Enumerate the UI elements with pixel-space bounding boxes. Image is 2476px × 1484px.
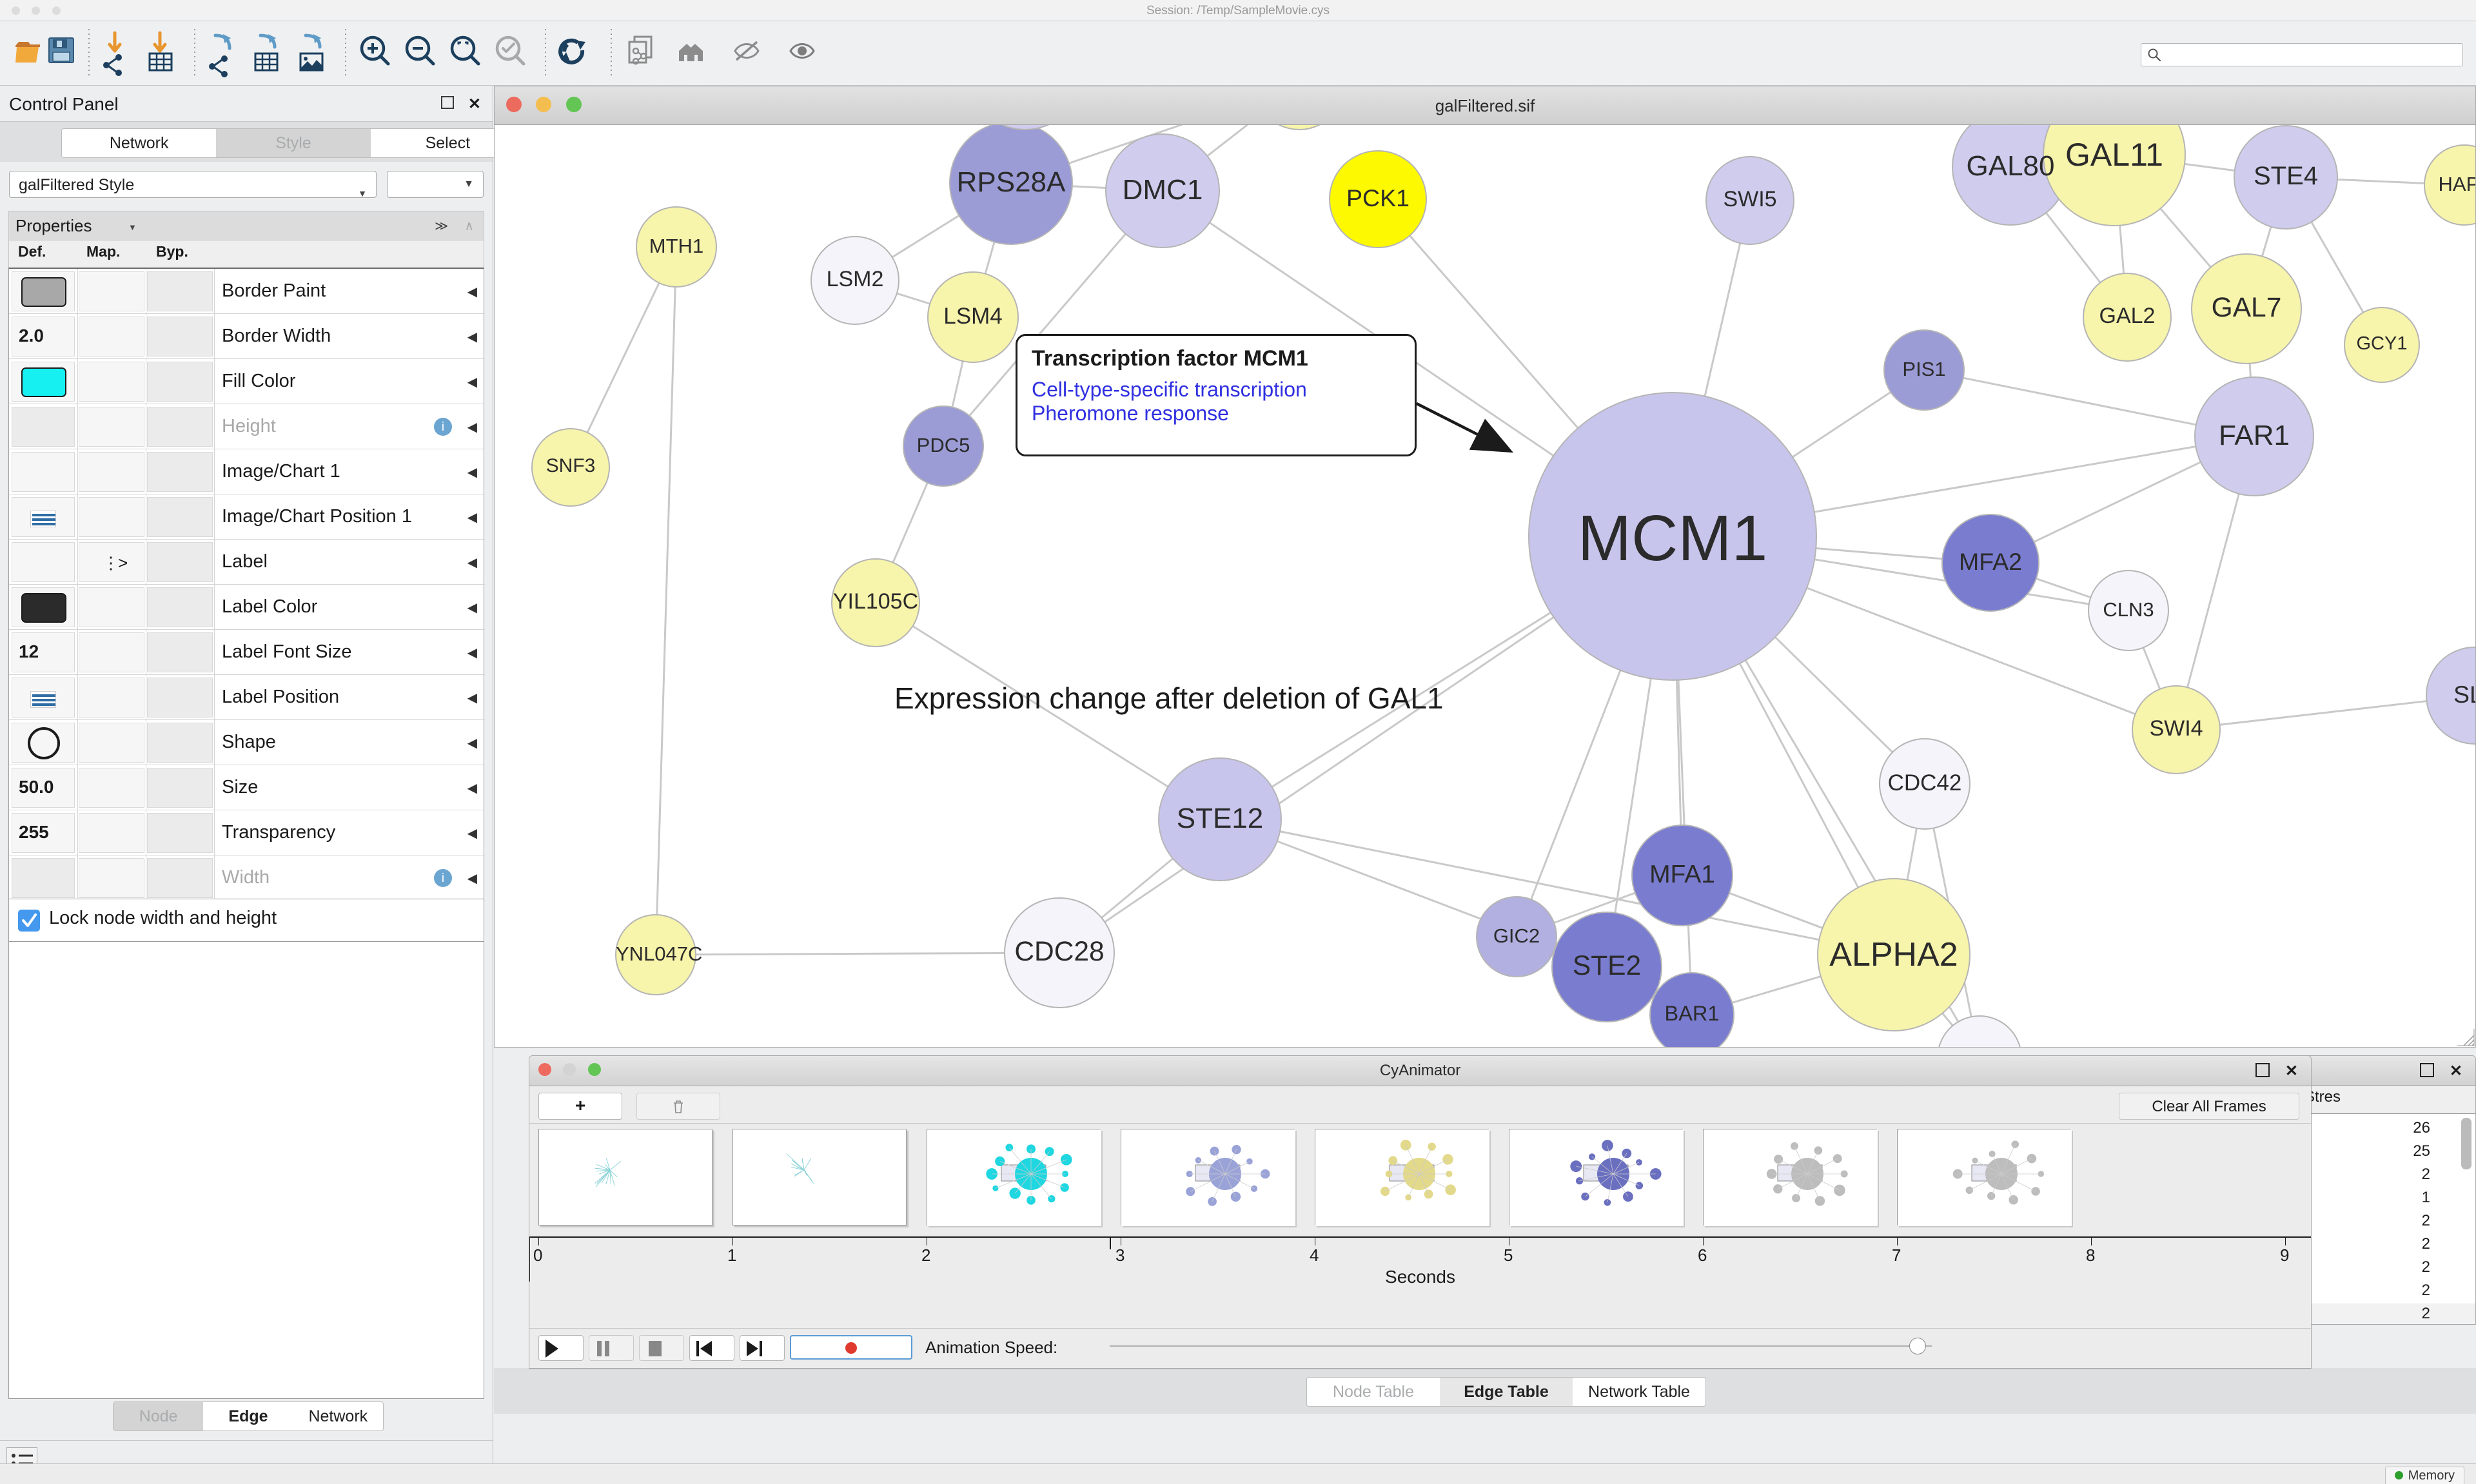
svg-text:i: i xyxy=(442,872,444,885)
svg-text:i: i xyxy=(442,420,444,434)
